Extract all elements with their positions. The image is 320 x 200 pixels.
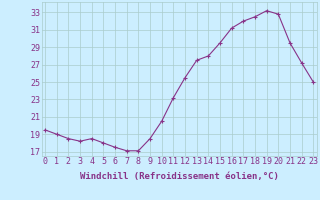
- X-axis label: Windchill (Refroidissement éolien,°C): Windchill (Refroidissement éolien,°C): [80, 172, 279, 181]
